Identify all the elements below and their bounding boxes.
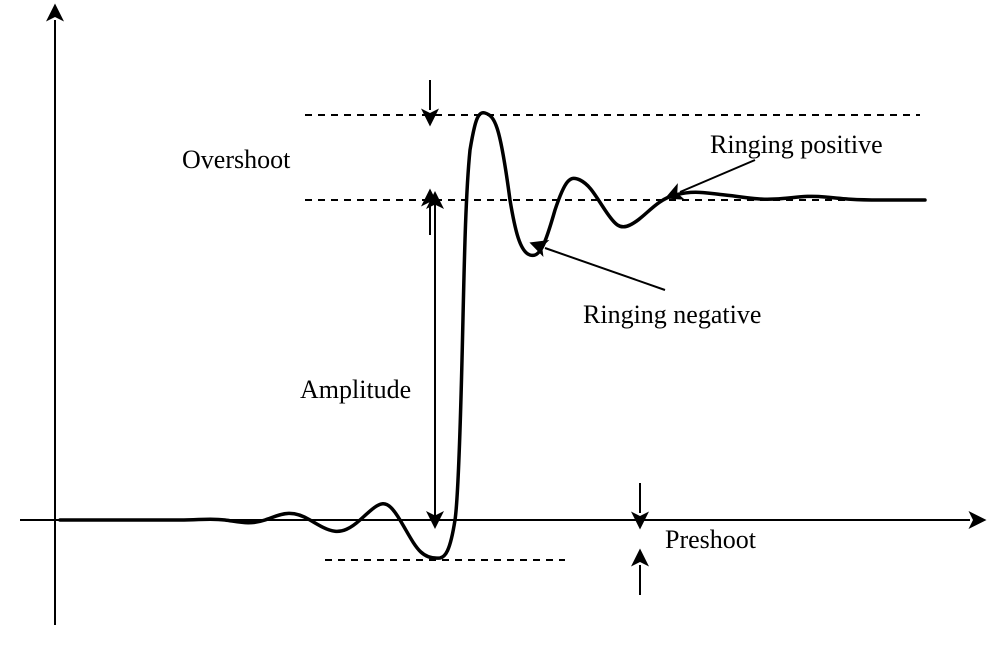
- preshoot-label: Preshoot: [665, 525, 756, 555]
- overshoot-label: Overshoot: [182, 145, 290, 175]
- ringing-negative-label: Ringing negative: [583, 300, 761, 330]
- amplitude-label: Amplitude: [300, 375, 411, 405]
- step-response-waveform: [60, 113, 925, 558]
- ringing-positive-pointer: [680, 160, 755, 192]
- ringing-negative-pointer: [545, 248, 665, 290]
- ringing-positive-label: Ringing positive: [710, 130, 883, 160]
- step-response-diagram: [0, 0, 992, 650]
